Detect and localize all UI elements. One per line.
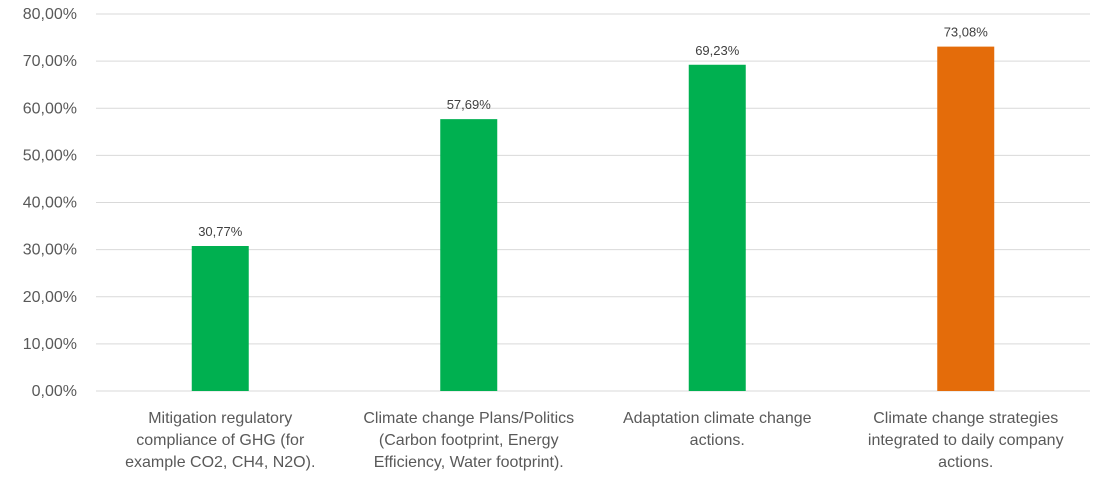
bar — [937, 46, 995, 391]
x-category-label: Climate change Plans/Politics (Carbon foo… — [363, 410, 574, 471]
bars — [191, 46, 995, 392]
x-axis-category-labels: Mitigation regulatory compliance of GHG (… — [125, 410, 1063, 471]
x-category-label-line: actions. — [690, 432, 745, 449]
x-category-label-line: actions. — [938, 454, 993, 471]
data-label: 69,23% — [695, 43, 740, 58]
y-tick-label: 60,00% — [23, 100, 77, 117]
y-tick-label: 50,00% — [23, 147, 77, 164]
y-tick-label: 70,00% — [23, 53, 77, 70]
bar — [688, 64, 746, 391]
x-category-label-line: Mitigation regulatory — [148, 410, 292, 427]
gridlines — [96, 13, 1090, 392]
x-category-label: Adaptation climate change actions. — [623, 410, 812, 449]
y-tick-label: 0,00% — [32, 383, 77, 400]
x-category-label-line: compliance of GHG (for — [136, 432, 305, 449]
x-category-label-line: Climate change Plans/Politics — [363, 410, 574, 427]
x-category-label-line: (Carbon footprint, Energy — [379, 432, 559, 449]
data-label: 30,77% — [198, 224, 243, 239]
y-axis-tick-labels: 0,00% 10,00% 20,00% 30,00% 40,00% 50,00% 60,00… — [23, 6, 77, 400]
y-tick-label: 80,00% — [23, 6, 77, 23]
y-tick-label: 40,00% — [23, 195, 77, 212]
data-label: 73,08% — [944, 25, 989, 40]
x-category-label-line: Adaptation climate change — [623, 410, 812, 427]
x-category-label-line: Climate change strategies — [873, 410, 1058, 427]
x-category-label-line: integrated to daily company — [868, 432, 1064, 449]
bar — [191, 245, 249, 391]
y-tick-label: 20,00% — [23, 289, 77, 306]
data-labels: 30,77% 57,69% 69,23% 73,08% — [198, 25, 988, 239]
x-category-label-line: example CO2, CH4, N2O). — [125, 454, 315, 471]
data-label: 57,69% — [447, 97, 492, 112]
bar — [440, 119, 498, 392]
x-category-label: Mitigation regulatory compliance of GHG (… — [125, 410, 315, 471]
y-tick-label: 30,00% — [23, 242, 77, 259]
x-category-label-line: Efficiency, Water footprint). — [374, 454, 564, 471]
y-tick-label: 10,00% — [23, 336, 77, 353]
x-category-label: Climate change strategies integrated to d… — [868, 410, 1064, 471]
